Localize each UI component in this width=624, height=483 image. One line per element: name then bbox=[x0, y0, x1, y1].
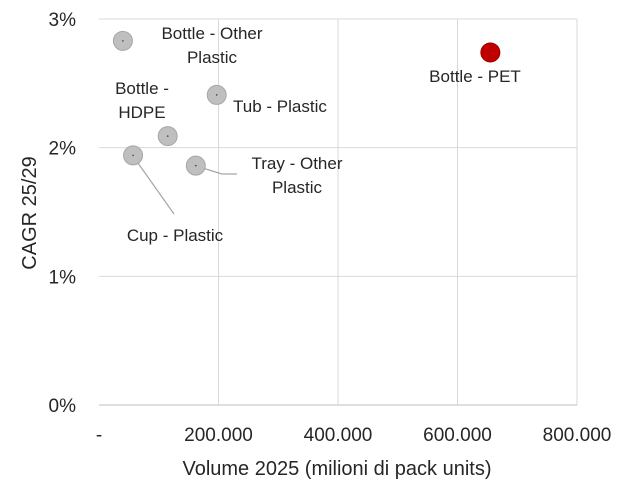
point-label: Bottle - PET bbox=[429, 67, 521, 86]
x-tick-label: 400.000 bbox=[304, 425, 373, 446]
point-label: Plastic bbox=[187, 48, 238, 67]
point-label: Bottle - bbox=[115, 79, 169, 98]
point-label: Tub - Plastic bbox=[233, 97, 327, 116]
y-tick-label: 3% bbox=[49, 10, 77, 31]
x-axis-title: Volume 2025 (milioni di pack units) bbox=[182, 458, 491, 480]
point-label: Plastic bbox=[272, 178, 323, 197]
x-tick-label: - bbox=[96, 425, 102, 446]
y-axis-title: CAGR 25/29 bbox=[19, 156, 41, 269]
y-tick-label: 0% bbox=[49, 396, 77, 417]
x-tick-label: 200.000 bbox=[184, 425, 253, 446]
data-point-center bbox=[122, 40, 124, 42]
data-point-center bbox=[215, 94, 218, 96]
point-label: Tray - Other bbox=[252, 154, 343, 173]
leader-line bbox=[132, 155, 175, 215]
point-labels: Bottle - Other Plastic Bottle - PET Tub - P… bbox=[115, 24, 521, 245]
data-point bbox=[480, 42, 501, 63]
data-point-center bbox=[194, 164, 197, 167]
gridlines bbox=[99, 18, 578, 405]
x-tick-label: 800.000 bbox=[543, 425, 612, 446]
x-tick-label: 600.000 bbox=[423, 425, 492, 446]
axes: 0% 1% 2% 3% - 200.000 400.000 600.000 800.000 bbox=[49, 10, 612, 446]
y-tick-label: 1% bbox=[49, 267, 77, 288]
y-tick-label: 2% bbox=[49, 139, 77, 160]
data-point-center bbox=[166, 135, 169, 137]
data-point-center bbox=[132, 154, 134, 157]
point-label: Bottle - Other bbox=[161, 24, 262, 43]
leader-lines bbox=[132, 155, 237, 215]
point-label: Cup - Plastic bbox=[127, 226, 224, 245]
data-points bbox=[112, 30, 501, 176]
point-label: HDPE bbox=[118, 103, 165, 122]
